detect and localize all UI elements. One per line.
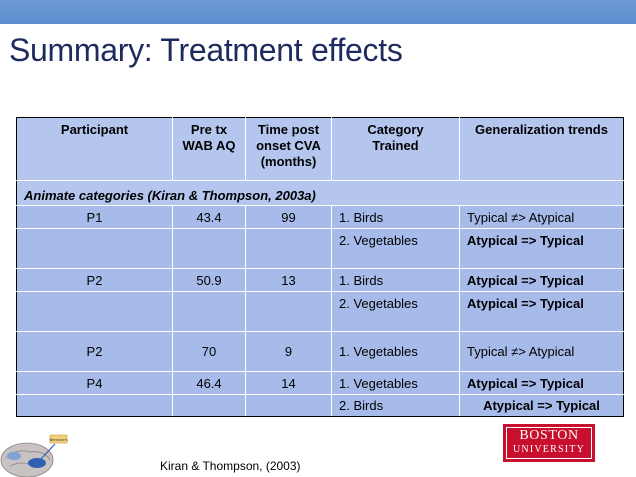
table-section-row: Animate categories (Kiran & Thompson, 20… <box>16 180 624 206</box>
citation: Kiran & Thompson, (2003) <box>160 459 301 473</box>
cell-participant <box>16 291 173 332</box>
section-label: Animate categories (Kiran & Thompson, 20… <box>16 180 624 206</box>
cell-wab-aq: 50.9 <box>172 268 246 292</box>
cell-time-post-onset: 13 <box>245 268 332 292</box>
slide-title: Summary: Treatment effects <box>9 32 403 68</box>
table-header-row: Participant Pre tx WAB AQ Time post onse… <box>16 117 624 181</box>
cell-time-post-onset: 99 <box>245 205 332 229</box>
table-row: P1 43.4 99 1. Birds Typical ≠> Atypical <box>16 205 624 229</box>
cell-participant: P2 <box>16 268 173 292</box>
cell-category: 2. Vegetables <box>331 228 460 269</box>
table-row: 2. Birds Atypical => Typical <box>16 394 624 417</box>
cell-participant <box>16 228 173 269</box>
header-pre-tx-wab-aq: Pre tx WAB AQ <box>172 117 246 181</box>
treatment-effects-table: Participant Pre tx WAB AQ Time post onse… <box>16 117 624 417</box>
cell-generalization: Atypical => Typical <box>459 268 624 292</box>
cell-wab-aq: 46.4 <box>172 371 246 395</box>
cell-time-post-onset: 14 <box>245 371 332 395</box>
cell-category: 2. Vegetables <box>331 291 460 332</box>
cell-wab-aq <box>172 228 246 269</box>
cell-wab-aq <box>172 394 246 417</box>
cell-category: 1. Birds <box>331 268 460 292</box>
logo-line-boston: BOSTON <box>519 428 579 443</box>
header-time-post-onset: Time post onset CVA (months) <box>245 117 332 181</box>
table-row: P4 46.4 14 1. Vegetables Atypical => Typ… <box>16 371 624 395</box>
cell-generalization: Typical ≠> Atypical <box>459 205 624 229</box>
cell-wab-aq: 70 <box>172 331 246 372</box>
cell-category: 1. Vegetables <box>331 331 460 372</box>
cell-category: 1. Vegetables <box>331 371 460 395</box>
cell-wab-aq <box>172 291 246 332</box>
cell-participant <box>16 394 173 417</box>
header-participant: Participant <box>16 117 173 181</box>
logo-line-university: UNIVERSITY <box>513 444 585 455</box>
table-row: 2. Vegetables Atypical => Typical <box>16 228 624 269</box>
header-category-trained: Category Trained <box>331 117 460 181</box>
logo-frame: BOSTON UNIVERSITY <box>506 427 592 459</box>
brain-area-label: Wernicke's <box>49 438 68 442</box>
cell-generalization: Atypical => Typical <box>459 228 624 269</box>
cell-generalization: Atypical => Typical <box>459 371 624 395</box>
cell-category: 2. Birds <box>331 394 460 417</box>
cell-time-post-onset <box>245 291 332 332</box>
cell-participant: P1 <box>16 205 173 229</box>
top-accent-bar <box>0 0 636 24</box>
cell-participant: P2 <box>16 331 173 372</box>
cell-time-post-onset <box>245 228 332 269</box>
cell-category: 1. Birds <box>331 205 460 229</box>
cell-participant: P4 <box>16 371 173 395</box>
brain-illustration-icon: Wernicke's <box>0 434 68 477</box>
table-row: 2. Vegetables Atypical => Typical <box>16 291 624 332</box>
header-generalization-trends: Generalization trends <box>459 117 624 181</box>
cell-generalization: Atypical => Typical <box>459 291 624 332</box>
cell-generalization: Typical ≠> Atypical <box>459 331 624 372</box>
cell-time-post-onset <box>245 394 332 417</box>
table-row: P2 70 9 1. Vegetables Typical ≠> Atypica… <box>16 331 624 372</box>
cell-time-post-onset: 9 <box>245 331 332 372</box>
cell-wab-aq: 43.4 <box>172 205 246 229</box>
boston-university-logo: BOSTON UNIVERSITY <box>503 424 595 462</box>
table-row: P2 50.9 13 1. Birds Atypical => Typical <box>16 268 624 292</box>
cell-generalization: Atypical => Typical <box>459 394 624 417</box>
